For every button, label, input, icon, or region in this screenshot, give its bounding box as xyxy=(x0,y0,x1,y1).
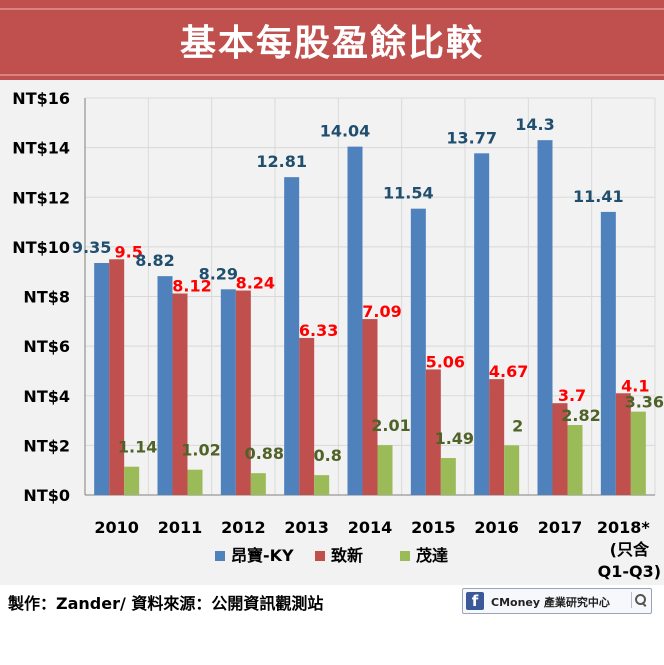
x-tick-label: 2013 xyxy=(284,518,329,537)
data-label: 12.81 xyxy=(256,152,307,171)
y-tick-label: NT$14 xyxy=(12,139,70,158)
y-tick-label: NT$10 xyxy=(12,238,70,257)
bar-1 xyxy=(615,393,631,495)
bar-0 xyxy=(284,177,300,495)
bar-1 xyxy=(425,369,441,495)
bar-0 xyxy=(157,276,173,495)
bar-2 xyxy=(567,425,583,495)
data-label: 13.77 xyxy=(446,128,497,147)
title-banner: 基本每股盈餘比較 xyxy=(0,0,664,80)
x-tick-label: 2018* xyxy=(597,518,651,537)
data-label: 8.29 xyxy=(199,264,238,283)
data-label: 3.36 xyxy=(625,393,664,412)
cmoney-badge[interactable]: f CMoney 產業研究中心 xyxy=(462,588,652,614)
data-label: 4.1 xyxy=(621,376,649,395)
data-label: 2.01 xyxy=(371,416,410,435)
bar-0 xyxy=(474,153,490,495)
bar-2 xyxy=(187,469,203,495)
y-tick-label: NT$4 xyxy=(23,387,70,406)
x-tick-label: 2015 xyxy=(411,518,456,537)
y-tick-label: NT$12 xyxy=(12,188,70,207)
y-tick-label: NT$0 xyxy=(23,486,70,505)
x-tick-note: (只含 xyxy=(610,540,650,559)
data-label: 14.3 xyxy=(515,115,554,134)
data-label: 0.8 xyxy=(313,446,341,465)
y-tick-label: NT$6 xyxy=(23,337,70,356)
chart-area: NT$0 NT$2 NT$4 NT$6 NT$8 NT$10 NT$12 NT$14 NT$16… xyxy=(0,80,664,585)
legend-label: 昂寶-KY xyxy=(231,546,294,565)
x-tick-label: 2017 xyxy=(538,518,583,537)
x-tick-note: Q1-Q3) xyxy=(598,562,661,581)
x-tick-label: 2014 xyxy=(348,518,393,537)
x-tick-label: 2011 xyxy=(158,518,203,537)
bar-2 xyxy=(440,458,456,495)
x-tick-label: 2010 xyxy=(94,518,139,537)
bar-2 xyxy=(630,411,646,495)
data-label: 0.88 xyxy=(245,444,284,463)
x-tick-label: 2012 xyxy=(221,518,266,537)
y-tick-label: NT$8 xyxy=(23,288,70,307)
data-label: 8.82 xyxy=(135,251,174,270)
bar-0 xyxy=(94,263,110,495)
facebook-icon: f xyxy=(466,592,484,610)
data-label: 1.49 xyxy=(435,429,474,448)
eps-bar-chart: NT$0 NT$2 NT$4 NT$6 NT$8 NT$10 NT$12 NT$14 NT$16… xyxy=(12,89,664,581)
data-label: 9.5 xyxy=(114,242,142,261)
y-tick-label: NT$2 xyxy=(23,436,70,455)
y-tick-label: NT$16 xyxy=(12,89,70,108)
legend-swatch xyxy=(400,551,410,561)
data-label: 9.35 xyxy=(72,238,111,257)
data-label: 2 xyxy=(512,416,523,435)
data-label: 6.33 xyxy=(299,321,338,340)
data-label: 11.41 xyxy=(573,187,624,206)
search-icon[interactable] xyxy=(631,592,648,608)
data-label: 1.14 xyxy=(118,438,157,457)
bar-2 xyxy=(250,473,266,495)
legend-swatch xyxy=(315,551,325,561)
bar-0 xyxy=(537,140,553,495)
legend-label: 致新 xyxy=(331,546,363,565)
x-tick-label: 2016 xyxy=(474,518,519,537)
bar-2 xyxy=(124,466,140,495)
bar-2 xyxy=(504,445,520,495)
bar-1 xyxy=(552,403,568,495)
bar-0 xyxy=(600,211,616,495)
data-label: 11.54 xyxy=(383,184,434,203)
bar-1 xyxy=(109,259,125,495)
bar-1 xyxy=(235,290,251,495)
bar-1 xyxy=(489,379,505,495)
bar-0 xyxy=(220,289,236,495)
bar-0 xyxy=(347,146,363,495)
bar-1 xyxy=(362,319,378,495)
brand-label: CMoney 產業研究中心 xyxy=(491,596,610,609)
data-label: 8.12 xyxy=(172,277,211,296)
legend-swatch xyxy=(215,551,225,561)
data-label: 1.02 xyxy=(181,441,220,460)
data-label: 2.82 xyxy=(561,406,600,425)
data-label: 7.09 xyxy=(362,302,401,321)
source-credit: 製作：Zander/ 資料來源：公開資訊觀測站 xyxy=(8,594,324,613)
data-label: 4.67 xyxy=(489,362,528,381)
data-label: 14.04 xyxy=(320,122,371,141)
bar-2 xyxy=(377,445,393,495)
title-banner-stripe xyxy=(0,8,664,76)
data-label: 3.7 xyxy=(558,386,586,405)
bar-0 xyxy=(410,208,426,495)
chart-title: 基本每股盈餘比較 xyxy=(179,23,484,64)
bar-2 xyxy=(314,475,330,495)
bar-1 xyxy=(172,293,188,495)
legend-label: 茂達 xyxy=(416,546,448,565)
data-label: 5.06 xyxy=(426,352,465,371)
data-label: 8.24 xyxy=(236,274,275,293)
bar-1 xyxy=(299,337,315,495)
